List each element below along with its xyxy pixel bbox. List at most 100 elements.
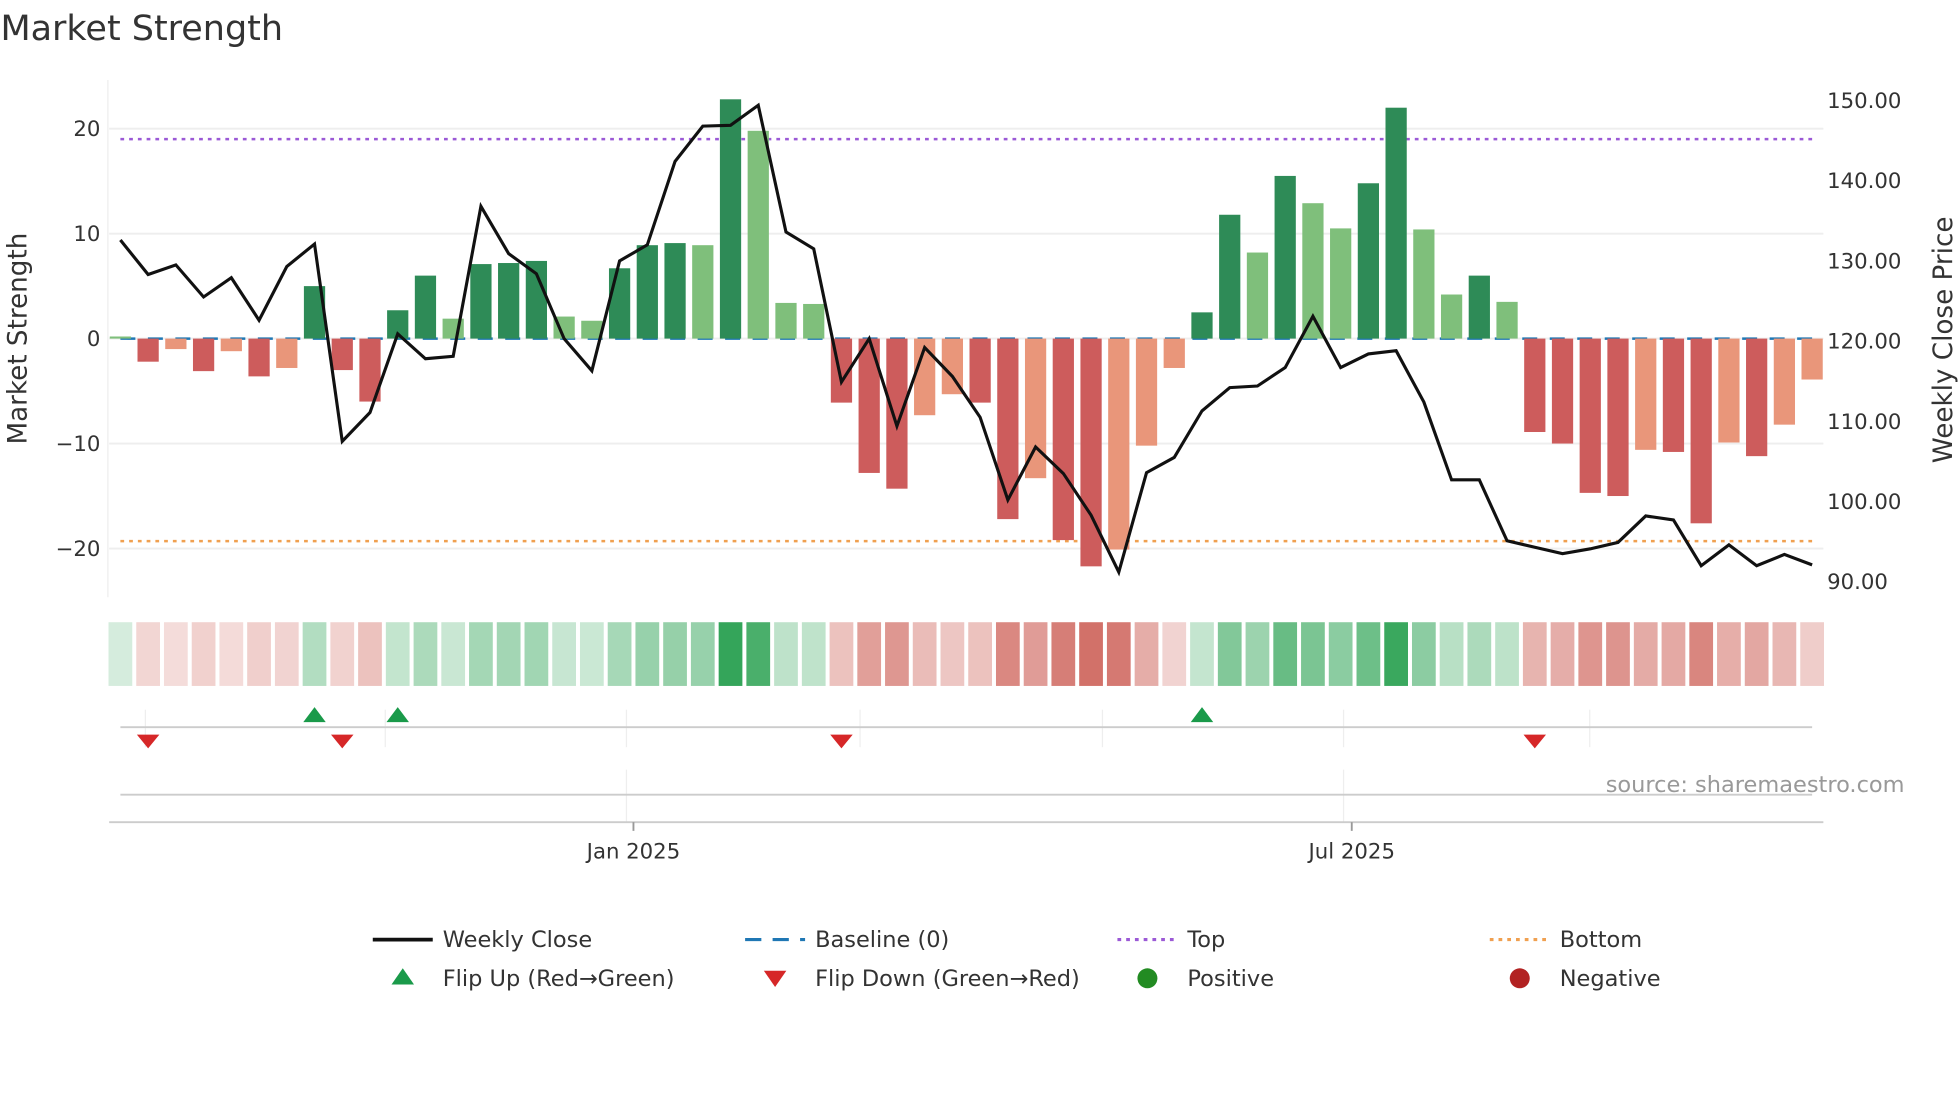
strength-heat-cell bbox=[1578, 622, 1603, 686]
strength-heat-cell bbox=[274, 622, 299, 686]
y2-tick-label: 120.00 bbox=[1827, 330, 1901, 355]
strength-heat-cell bbox=[1772, 622, 1797, 686]
strength-bar bbox=[331, 338, 353, 371]
strength-bar bbox=[1163, 338, 1185, 368]
strength-heat-cell bbox=[1411, 622, 1436, 686]
strength-bar bbox=[109, 336, 132, 339]
y-tick-label: −20 bbox=[56, 537, 101, 562]
strength-heat-cell bbox=[1217, 622, 1242, 686]
strength-heat-cell bbox=[136, 622, 160, 686]
strength-bar bbox=[1746, 338, 1768, 457]
legend-label: Flip Down (Green→Red) bbox=[815, 966, 1080, 992]
strength-bar bbox=[1274, 175, 1296, 339]
strength-heat-cell bbox=[219, 622, 244, 686]
chart-title: Market Strength bbox=[0, 9, 283, 49]
strength-bar bbox=[719, 99, 742, 339]
strength-bar bbox=[1801, 338, 1823, 380]
strength-bar bbox=[387, 310, 409, 339]
strength-heat-cell bbox=[995, 622, 1020, 686]
y2-tick-label: 140.00 bbox=[1827, 169, 1901, 194]
strength-heat-cell bbox=[496, 622, 521, 686]
strength-heat-cell bbox=[552, 622, 576, 686]
strength-bar bbox=[1607, 338, 1629, 497]
y2-tick-label: 150.00 bbox=[1827, 89, 1901, 114]
flip-down-marker bbox=[331, 734, 354, 749]
strength-bar bbox=[1052, 338, 1074, 541]
strength-bar bbox=[220, 338, 242, 352]
strength-heat-cell bbox=[1606, 622, 1630, 686]
flip-up-marker bbox=[1190, 707, 1214, 723]
strength-bar bbox=[192, 338, 215, 372]
legend-negative-icon bbox=[1509, 968, 1530, 989]
strength-bar bbox=[1635, 338, 1657, 450]
strength-bar bbox=[1357, 183, 1380, 339]
strength-heat-cell bbox=[829, 622, 854, 686]
strength-bar bbox=[470, 264, 492, 339]
strength-bar bbox=[553, 316, 575, 339]
legend: Weekly Close Baseline (0) Top Bottom Flip Up… bbox=[372, 927, 1661, 992]
strength-bar bbox=[775, 302, 797, 339]
y2-tick-label: 90.00 bbox=[1827, 570, 1888, 595]
flip-up-marker bbox=[386, 707, 409, 723]
x-tick-label: Jul 2025 bbox=[1307, 839, 1395, 864]
legend-label: Bottom bbox=[1560, 927, 1642, 953]
strength-heat-cell bbox=[801, 622, 826, 686]
strength-bar bbox=[1579, 338, 1601, 493]
strength-bar bbox=[1135, 338, 1158, 446]
strength-bar bbox=[359, 338, 381, 402]
y-tick-label: 10 bbox=[73, 222, 100, 247]
strength-heat-cell bbox=[1356, 622, 1381, 686]
strength-heat-cell bbox=[1522, 622, 1547, 686]
legend-label: Negative bbox=[1560, 966, 1661, 992]
strength-heat-cell bbox=[1023, 622, 1048, 686]
strength-bar bbox=[886, 338, 908, 489]
strength-bar bbox=[608, 268, 631, 339]
strength-heat-cell bbox=[385, 622, 410, 686]
strength-heat-cell bbox=[1384, 622, 1408, 686]
strength-heat-cell bbox=[1245, 622, 1270, 686]
y-axis-title: Market Strength bbox=[4, 233, 34, 445]
y2-tick-label: 100.00 bbox=[1827, 490, 1901, 515]
strength-bar bbox=[1551, 338, 1574, 444]
flip-down-marker bbox=[830, 734, 853, 749]
legend-positive-icon bbox=[1137, 968, 1158, 989]
y2-tick-label: 130.00 bbox=[1827, 249, 1901, 274]
strength-heat-cell bbox=[302, 622, 327, 686]
strength-heat-cell bbox=[358, 622, 382, 686]
strength-heat-cell bbox=[885, 622, 909, 686]
strength-heat-cell bbox=[1550, 622, 1575, 686]
strength-bar bbox=[498, 263, 520, 339]
strength-heat-cell bbox=[857, 622, 882, 686]
strength-heat-cell bbox=[441, 622, 466, 686]
strength-bar bbox=[137, 338, 159, 362]
strength-heat-cell bbox=[746, 622, 771, 686]
strength-heat-cell bbox=[1717, 622, 1741, 686]
strength-bar bbox=[1302, 203, 1324, 339]
strength-heat-cell bbox=[663, 622, 687, 686]
y2-tick-label: 110.00 bbox=[1827, 410, 1901, 435]
strength-bar bbox=[276, 338, 298, 368]
strength-heat-cell bbox=[968, 622, 992, 686]
strength-bar bbox=[664, 243, 686, 339]
strength-bar bbox=[941, 338, 964, 395]
y-tick-label: 20 bbox=[73, 117, 100, 142]
legend-label: Top bbox=[1186, 927, 1225, 953]
strength-heat-cell bbox=[247, 622, 271, 686]
strength-bar bbox=[1690, 338, 1712, 524]
y2-axis-title: Weekly Close Price bbox=[1929, 217, 1959, 464]
strength-bar bbox=[1773, 338, 1796, 425]
strength-bar bbox=[1191, 312, 1213, 339]
strength-bar bbox=[1024, 338, 1047, 479]
strength-heat-cell bbox=[1301, 622, 1325, 686]
strength-bar bbox=[636, 245, 658, 339]
strength-heat-cell bbox=[912, 622, 937, 686]
legend-label: Baseline (0) bbox=[815, 927, 949, 953]
strength-heat-cell bbox=[413, 622, 438, 686]
strength-heat-cell bbox=[1162, 622, 1187, 686]
strength-heat-cell bbox=[1134, 622, 1159, 686]
strength-bar bbox=[969, 338, 991, 403]
strength-heat-cell bbox=[1190, 622, 1214, 686]
y-tick-label: 0 bbox=[87, 327, 101, 352]
strength-heat-cell bbox=[524, 622, 549, 686]
